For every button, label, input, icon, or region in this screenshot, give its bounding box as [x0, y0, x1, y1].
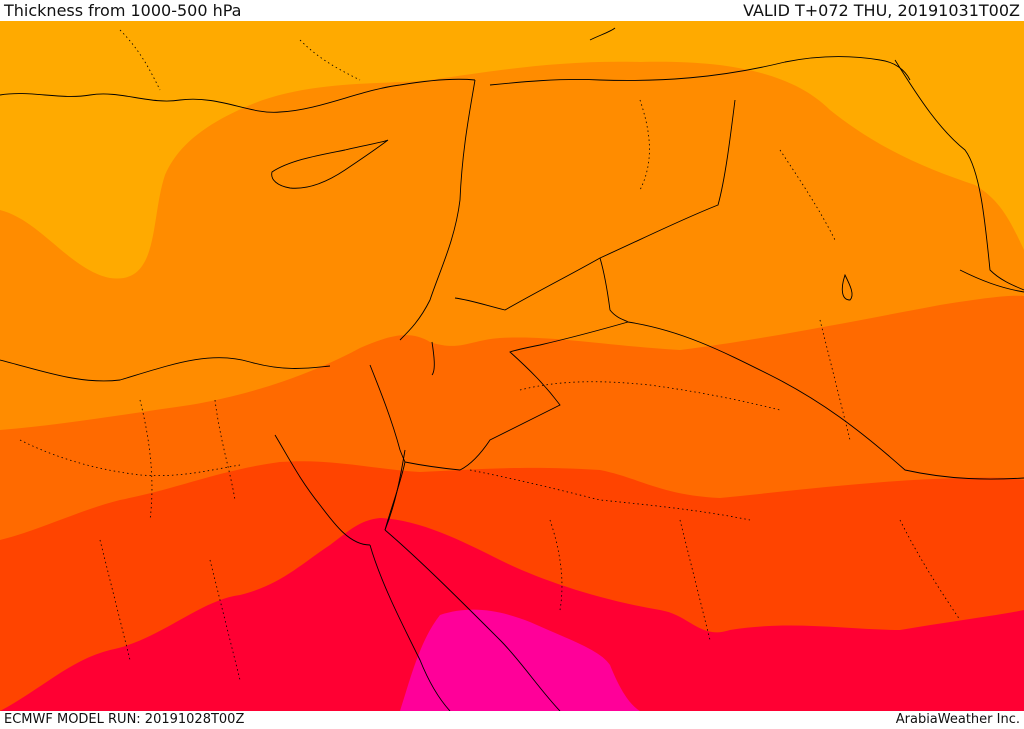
country-borders: [369, 56, 1024, 531]
map-title: Thickness from 1000-500 hPa: [4, 1, 242, 20]
map-footer: ECMWF MODEL RUN: 20191028T00Z ArabiaWeat…: [0, 711, 1024, 729]
valid-time: VALID T+072 THU, 20191031T00Z: [743, 1, 1020, 20]
thickness-map: [0, 21, 1024, 711]
model-run: ECMWF MODEL RUN: 20191028T00Z: [4, 712, 245, 727]
province-borders: [19, 29, 961, 681]
map-header: Thickness from 1000-500 hPa VALID T+072 …: [0, 0, 1024, 21]
band-6: [400, 609, 640, 711]
band-5: [0, 518, 1024, 711]
coastlines: [0, 27, 1024, 711]
credit: ArabiaWeather Inc.: [895, 712, 1020, 727]
